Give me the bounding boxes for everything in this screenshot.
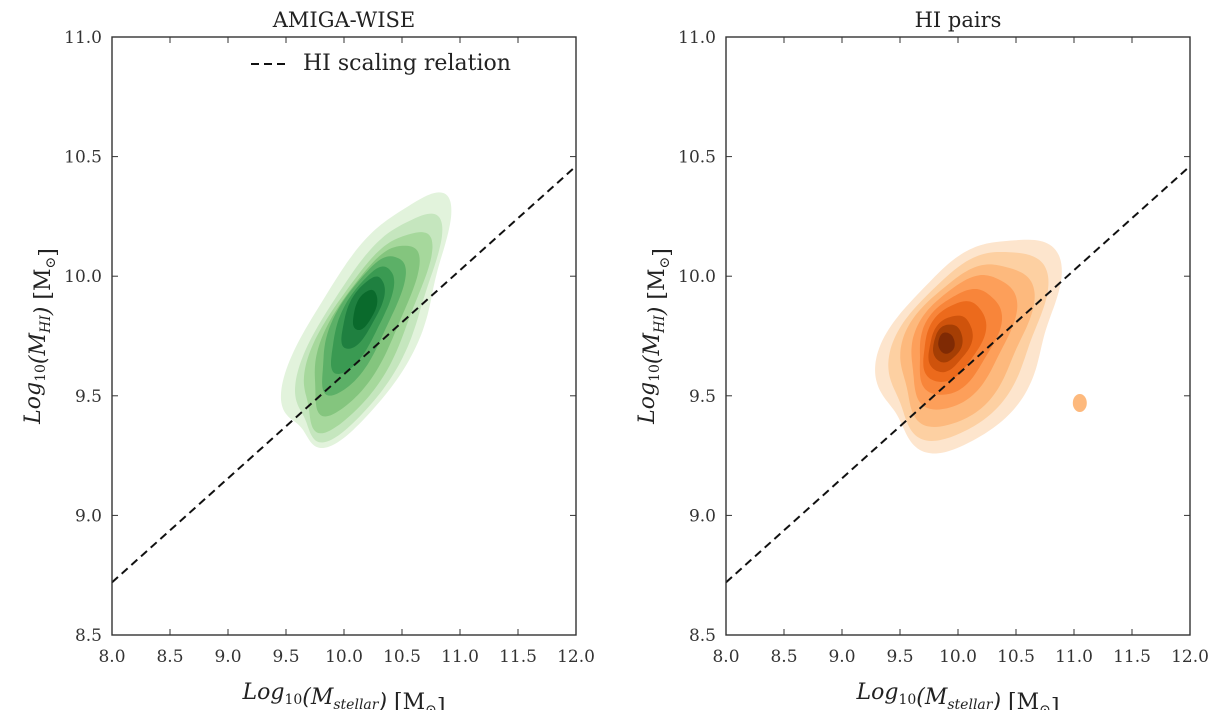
axis-label-part: [M — [387, 690, 425, 710]
y-tick-label: 9.0 — [689, 506, 716, 526]
legend-entry: HI scaling relation — [303, 51, 511, 76]
y-tick-label: 9.5 — [689, 387, 716, 407]
axis-label-part: (M — [640, 332, 665, 364]
axis-label-part: Log — [856, 680, 899, 705]
contour-group — [112, 165, 576, 584]
axis-label-part: 10 — [284, 692, 302, 708]
x-tick-label: 10.0 — [939, 647, 977, 667]
x-tick-label: 12.0 — [557, 647, 595, 667]
x-tick-label: 10.0 — [325, 647, 363, 667]
axis-label-part: stellar — [333, 697, 379, 710]
chart-title: HI pairs — [915, 8, 1002, 32]
axis-label-part: ) — [377, 690, 387, 710]
x-tick-label: 9.0 — [214, 647, 241, 667]
x-tick-label: 9.5 — [272, 647, 299, 667]
chart-title: AMIGA-WISE — [272, 8, 415, 32]
axis-label-part: 10 — [898, 692, 916, 708]
y-axis-label: Log10(MHI) [M⊙] — [635, 248, 675, 425]
x-tick-label: 9.0 — [828, 647, 855, 667]
y-tick-label: 9.5 — [75, 387, 102, 407]
contour-level-8 — [352, 289, 378, 331]
axis-label-part: [M — [31, 269, 56, 307]
x-tick-label: 11.5 — [1113, 647, 1151, 667]
axis-label-part: ) — [645, 307, 670, 317]
axis-label-part: 10 — [647, 364, 663, 382]
axis-label-part: Log — [635, 382, 660, 425]
axis-label-part: (M — [26, 332, 51, 364]
axis-label-part: HI — [652, 315, 668, 334]
axis-label-part: ) — [31, 307, 56, 317]
axis-label-part: stellar — [947, 697, 993, 710]
axis-label-part: 10 — [33, 364, 49, 382]
y-axis-label: Log10(MHI) [M⊙] — [21, 248, 61, 425]
axis-label-part: ⊙ — [425, 702, 437, 710]
axis-label-part: [M — [645, 269, 670, 307]
x-tick-label: 9.5 — [886, 647, 913, 667]
contour-level-9 — [938, 332, 955, 354]
x-tick-label: 12.0 — [1171, 647, 1209, 667]
axis-label-part: HI — [38, 315, 54, 334]
x-tick-label: 11.5 — [499, 647, 537, 667]
y-tick-label: 10.5 — [678, 148, 716, 168]
x-axis-label: Log10(Mstellar) [M⊙] — [242, 680, 446, 710]
x-tick-label: 8.0 — [98, 647, 125, 667]
axis-label-part: ) — [991, 690, 1001, 710]
axis-label-part: Log — [21, 382, 46, 425]
y-tick-label: 8.5 — [689, 626, 716, 646]
axis-label-part: (M — [302, 685, 334, 710]
y-tick-label: 8.5 — [75, 626, 102, 646]
axis-label-part: ⊙ — [1039, 702, 1051, 710]
contour-group — [726, 165, 1190, 584]
x-tick-label: 11.0 — [1055, 647, 1093, 667]
axis-label-part: ] — [650, 248, 675, 257]
axis-label-part: ] — [1051, 695, 1060, 710]
axis-label-part: (M — [916, 685, 948, 710]
y-tick-label: 11.0 — [64, 28, 102, 48]
x-tick-label: 11.0 — [441, 647, 479, 667]
x-axis-label: Log10(Mstellar) [M⊙] — [856, 680, 1060, 710]
y-tick-label: 10.0 — [64, 267, 102, 287]
y-tick-label: 9.0 — [75, 506, 102, 526]
panel-2: 8.0 8.5 9.0 9.5 10.0 10.5 11.0 11.5 12.08.59.09.… — [635, 8, 1209, 710]
x-tick-label: 10.5 — [383, 647, 421, 667]
contour-island — [1072, 393, 1087, 412]
y-tick-label: 11.0 — [678, 28, 716, 48]
x-tick-label: 10.5 — [997, 647, 1035, 667]
x-tick-label: 8.0 — [712, 647, 739, 667]
axis-label-part: ] — [437, 695, 446, 710]
axis-label-part: ⊙ — [657, 257, 673, 269]
x-tick-label: 8.5 — [770, 647, 797, 667]
axis-label-part: ] — [36, 248, 61, 257]
panel-1: 8.0 8.5 9.0 9.5 10.0 10.5 11.0 11.5 12.08.59.09.… — [21, 8, 595, 710]
axis-label-part: ⊙ — [43, 257, 59, 269]
y-tick-label: 10.5 — [64, 148, 102, 168]
y-tick-label: 10.0 — [678, 267, 716, 287]
axis-label-part: Log — [242, 680, 285, 705]
x-tick-label: 8.5 — [156, 647, 183, 667]
axis-label-part: [M — [1001, 690, 1039, 710]
